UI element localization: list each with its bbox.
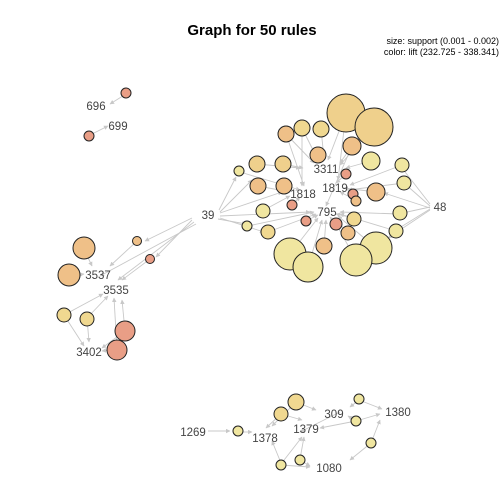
rule-node[interactable] (342, 136, 362, 156)
rule-node[interactable] (232, 425, 244, 437)
rule-node[interactable] (233, 165, 245, 177)
rule-node[interactable] (145, 254, 155, 264)
legend-color: color: lift (232.725 - 338.341) (384, 47, 499, 57)
rule-node[interactable] (72, 236, 96, 260)
rule-node[interactable] (277, 125, 295, 143)
rule-node[interactable] (260, 224, 276, 240)
rule-node[interactable] (273, 406, 289, 422)
rule-node[interactable] (396, 175, 412, 191)
item-label: 309 (324, 409, 343, 421)
item-label: 1379 (293, 424, 319, 436)
rule-node[interactable] (79, 311, 95, 327)
rule-node[interactable] (350, 415, 362, 427)
rule-node[interactable] (388, 223, 404, 239)
rule-node-layer (56, 87, 412, 471)
graph-title: Graph for 50 rules (187, 22, 316, 39)
rule-node[interactable] (300, 215, 312, 227)
rule-node[interactable] (249, 177, 267, 195)
rule-node[interactable] (309, 146, 327, 164)
rule-node[interactable] (241, 220, 253, 232)
item-label: 1380 (385, 407, 411, 419)
rule-node[interactable] (361, 151, 381, 171)
rule-node[interactable] (353, 393, 365, 405)
item-label: 1378 (252, 433, 278, 445)
item-label: 3402 (76, 347, 102, 359)
rule-node[interactable] (350, 195, 362, 207)
rule-node[interactable] (340, 225, 356, 241)
edge-layer (63, 93, 431, 469)
item-label: 39 (202, 210, 215, 222)
rule-node[interactable] (120, 87, 132, 99)
rule-node[interactable] (312, 120, 330, 138)
item-label: 3535 (103, 285, 129, 297)
rule-node[interactable] (294, 454, 306, 466)
rule-node[interactable] (132, 236, 142, 246)
rule-node[interactable] (354, 107, 394, 147)
rule-node[interactable] (275, 459, 287, 471)
rule-node[interactable] (346, 211, 362, 227)
rule-node[interactable] (365, 437, 377, 449)
rule-node[interactable] (56, 307, 72, 323)
rule-node[interactable] (83, 130, 95, 142)
rule-node[interactable] (255, 203, 271, 219)
item-label: 795 (317, 207, 336, 219)
rule-node[interactable] (286, 199, 298, 211)
rule-node[interactable] (340, 168, 352, 180)
rule-node[interactable] (114, 320, 136, 342)
rule-node[interactable] (329, 217, 343, 231)
item-label: 1269 (180, 427, 206, 439)
item-label: 3311 (314, 164, 339, 176)
item-label: 48 (434, 202, 447, 214)
rule-node[interactable] (315, 237, 333, 255)
rule-node[interactable] (57, 263, 81, 287)
item-label: 699 (108, 121, 127, 133)
rule-node[interactable] (274, 155, 292, 173)
item-label: 1818 (290, 189, 316, 201)
rule-node[interactable] (275, 177, 293, 195)
item-label: 1819 (322, 183, 348, 195)
legend-size: size: support (0.001 - 0.002) (386, 36, 499, 46)
rule-node[interactable] (394, 157, 410, 173)
rule-node[interactable] (366, 182, 386, 202)
rule-node[interactable] (106, 339, 128, 361)
item-label-layer: 696 699 3311 1818 1819 795 39 48 3537 35… (76, 101, 446, 475)
item-label: 1080 (316, 463, 342, 475)
item-label: 696 (86, 101, 105, 113)
rule-node[interactable] (293, 119, 311, 137)
rule-node[interactable] (339, 243, 373, 277)
rule-node[interactable] (248, 155, 266, 173)
rule-node[interactable] (292, 251, 324, 283)
item-label: 3537 (85, 270, 111, 282)
rule-node[interactable] (392, 205, 408, 221)
rule-node[interactable] (287, 393, 305, 411)
